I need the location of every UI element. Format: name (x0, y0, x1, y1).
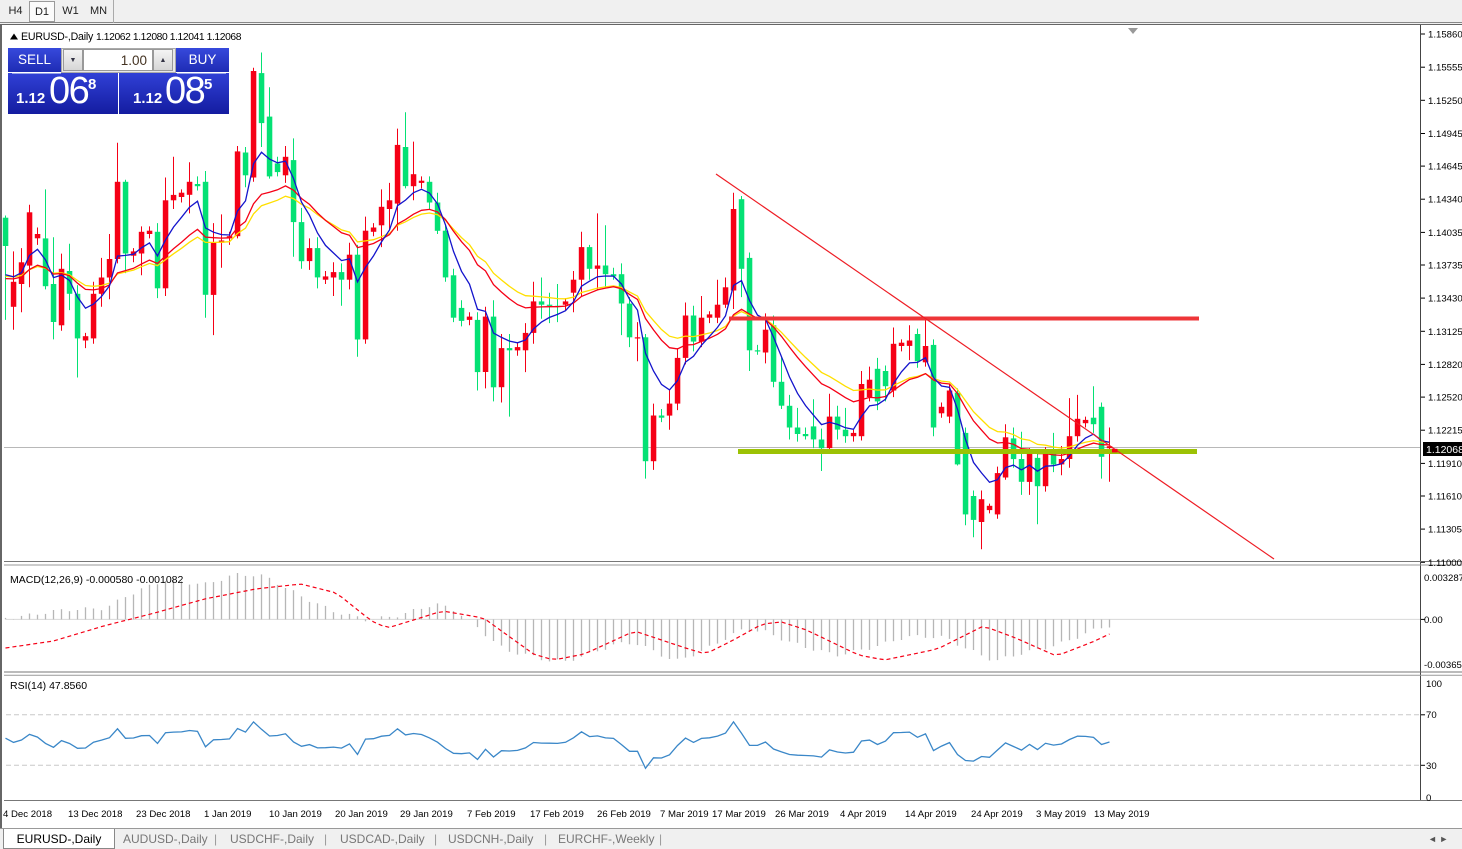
svg-text:30: 30 (1426, 761, 1437, 772)
svg-text:-0.003659: -0.003659 (1424, 660, 1462, 671)
svg-text:MACD(12,26,9) -0.000580 -0.001: MACD(12,26,9) -0.000580 -0.001082 (10, 574, 184, 586)
svg-text:1.12062 1.12080 1.12041 1.1206: 1.12062 1.12080 1.12041 1.12068 (96, 32, 242, 43)
svg-text:1.14645: 1.14645 (1428, 162, 1462, 173)
svg-text:1.12820: 1.12820 (1428, 360, 1462, 371)
svg-text:0: 0 (1426, 793, 1431, 804)
svg-text:1.14035: 1.14035 (1428, 228, 1462, 239)
svg-text:1.13125: 1.13125 (1428, 327, 1462, 338)
svg-text:1.14340: 1.14340 (1428, 195, 1462, 206)
svg-text:1.15555: 1.15555 (1428, 63, 1462, 74)
svg-text:1.11305: 1.11305 (1428, 525, 1462, 536)
svg-text:29 Jan 2019: 29 Jan 2019 (400, 809, 453, 820)
svg-text:EURUSD-,Daily: EURUSD-,Daily (21, 31, 94, 43)
svg-text:1.11910: 1.11910 (1428, 459, 1462, 470)
svg-text:0.00: 0.00 (1424, 615, 1443, 626)
svg-text:1.12520: 1.12520 (1428, 393, 1462, 404)
svg-text:26 Feb 2019: 26 Feb 2019 (597, 809, 651, 820)
svg-text:10 Jan 2019: 10 Jan 2019 (269, 809, 322, 820)
svg-text:13 Dec 2018: 13 Dec 2018 (68, 809, 122, 820)
svg-text:1.15860: 1.15860 (1428, 30, 1462, 41)
svg-text:100: 100 (1426, 679, 1442, 690)
svg-text:1.13735: 1.13735 (1428, 261, 1462, 272)
svg-text:23 Dec 2018: 23 Dec 2018 (136, 809, 190, 820)
svg-text:1.12068: 1.12068 (1426, 444, 1462, 456)
svg-text:1.11610: 1.11610 (1428, 492, 1462, 503)
svg-text:24 Apr 2019: 24 Apr 2019 (971, 809, 1023, 820)
svg-text:13 May 2019: 13 May 2019 (1094, 809, 1149, 820)
svg-text:26 Mar 2019: 26 Mar 2019 (775, 809, 829, 820)
svg-text:20 Jan 2019: 20 Jan 2019 (335, 809, 388, 820)
svg-text:RSI(14) 47.8560: RSI(14) 47.8560 (10, 680, 87, 692)
svg-text:7 Mar 2019: 7 Mar 2019 (660, 809, 709, 820)
svg-text:14 Apr 2019: 14 Apr 2019 (905, 809, 957, 820)
svg-text:1.14945: 1.14945 (1428, 129, 1462, 140)
svg-text:0.003287: 0.003287 (1424, 573, 1462, 584)
svg-text:7 Feb 2019: 7 Feb 2019 (467, 809, 516, 820)
svg-text:1.13430: 1.13430 (1428, 294, 1462, 305)
svg-text:70: 70 (1426, 710, 1437, 721)
svg-text:1.12215: 1.12215 (1428, 426, 1462, 437)
svg-text:4 Apr 2019: 4 Apr 2019 (840, 809, 886, 820)
svg-text:1 Jan 2019: 1 Jan 2019 (204, 809, 251, 820)
svg-text:3 May 2019: 3 May 2019 (1036, 809, 1086, 820)
svg-text:17 Feb 2019: 17 Feb 2019 (530, 809, 584, 820)
svg-text:1.15250: 1.15250 (1428, 96, 1462, 107)
svg-text:1.11000: 1.11000 (1428, 558, 1462, 569)
svg-text:4 Dec 2018: 4 Dec 2018 (3, 809, 52, 820)
svg-text:17 Mar 2019: 17 Mar 2019 (712, 809, 766, 820)
